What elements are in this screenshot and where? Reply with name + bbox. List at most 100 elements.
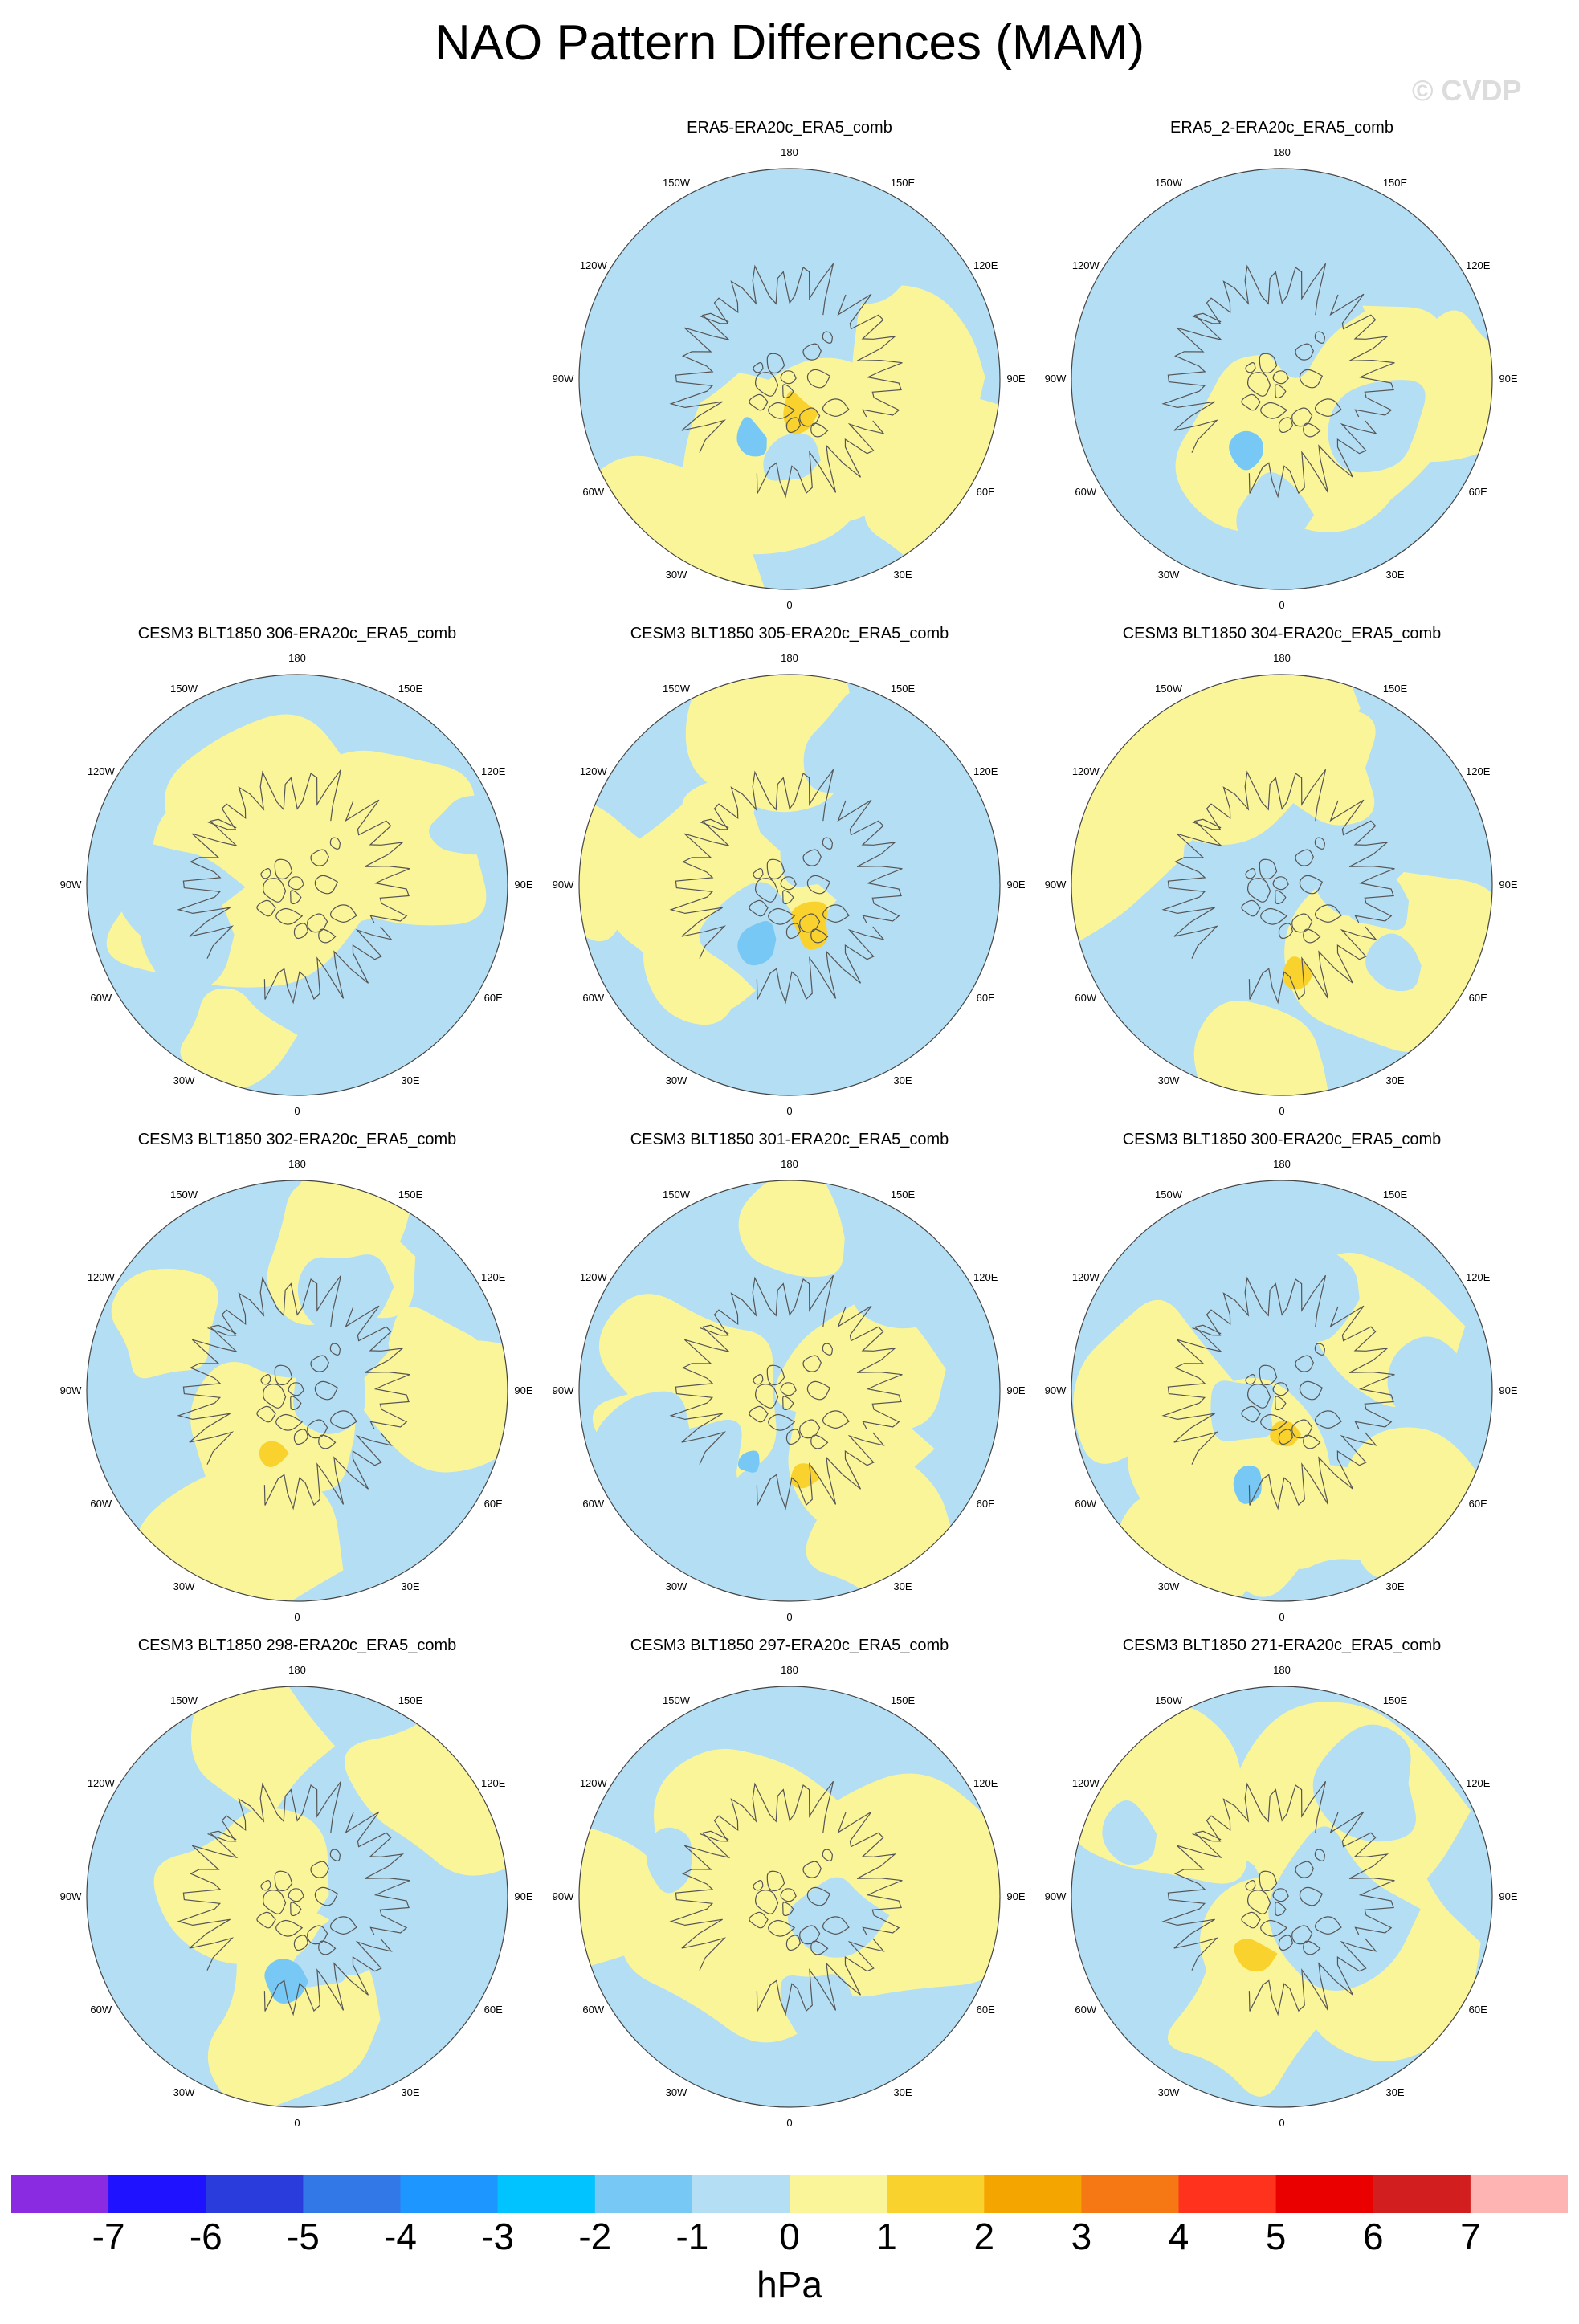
longitude-label: 120W	[580, 765, 608, 777]
colorbar-swatch	[400, 2175, 499, 2213]
field-shading	[1071, 1180, 1492, 1601]
longitude-label: 60E	[484, 1498, 503, 1510]
field-shading	[1071, 675, 1492, 1095]
colorbar-swatch	[692, 2175, 790, 2213]
negative-anomaly-region	[1268, 1826, 1421, 1992]
negative-anomaly-region	[429, 795, 495, 855]
longitude-label: 120W	[580, 259, 608, 271]
field-shading	[579, 675, 1000, 1095]
map-panel: CESM3 BLT1850 298-ERA20c_ERA5_comb 180 15…	[56, 1637, 538, 2143]
longitude-label: 90E	[1006, 1890, 1025, 1902]
cvdp-watermark: © CVDP	[1412, 74, 1522, 107]
colorbar-swatch	[108, 2175, 206, 2213]
positive-anomaly-region	[738, 1180, 845, 1278]
colorbar-tick-label: -5	[286, 2216, 320, 2257]
longitude-label: 60E	[484, 992, 503, 1004]
polar-map: 180 150E 120E 90E 60E 30E 0 30W 60W 90W 120W 150W	[60, 1664, 533, 2129]
longitude-label: 60W	[1075, 992, 1096, 1004]
longitude-label: 60W	[90, 1498, 112, 1510]
longitude-label: 30E	[893, 1074, 912, 1087]
strong-negative-core	[1229, 430, 1263, 471]
strong-positive-core	[790, 1463, 820, 1489]
colorbar-tick-label: 4	[1168, 2216, 1189, 2257]
strong-negative-core	[737, 921, 777, 966]
longitude-label: 60W	[582, 992, 604, 1004]
longitude-label: 30W	[1158, 1580, 1180, 1592]
longitude-label: 30W	[1158, 569, 1180, 581]
longitude-label: 120W	[1072, 259, 1100, 271]
longitude-label: 90W	[553, 1890, 574, 1902]
field-shading	[87, 1686, 508, 2107]
longitude-label: 150W	[663, 1189, 691, 1201]
colorbar-tick-label: -6	[189, 2216, 222, 2257]
longitude-label: 30W	[173, 1074, 195, 1087]
longitude-label: 180	[781, 146, 798, 158]
longitude-label: 90E	[1006, 879, 1025, 891]
longitude-label: 150E	[398, 1694, 423, 1706]
longitude-label: 30E	[1385, 1580, 1404, 1592]
positive-anomaly-region	[1167, 1942, 1331, 2097]
longitude-label: 90E	[1006, 1384, 1025, 1396]
longitude-label: 0	[786, 599, 792, 611]
field-shading	[87, 1180, 508, 1601]
coastlines	[669, 1780, 903, 2016]
map-panel: CESM3 BLT1850 304-ERA20c_ERA5_comb 180 15…	[1041, 625, 1523, 1131]
negative-anomaly-region	[1279, 1251, 1360, 1343]
positive-anomaly-region	[180, 988, 298, 1088]
longitude-label: 90W	[1045, 1384, 1067, 1396]
longitude-label: 30E	[401, 1580, 419, 1592]
longitude-label: 150W	[1155, 177, 1183, 189]
longitude-label: 120W	[580, 1777, 608, 1789]
longitude-label: 120W	[580, 1271, 608, 1283]
polar-map: 180 150E 120E 90E 60E 30E 0 30W 60W 90W 120W 150W	[553, 146, 1026, 611]
map-boundary	[86, 674, 508, 1096]
longitude-label: 120W	[88, 765, 116, 777]
positive-anomaly-region	[1193, 1001, 1331, 1095]
longitude-label: 120E	[1466, 1271, 1491, 1283]
longitude-label: 0	[294, 1611, 300, 1623]
longitude-label: 60E	[1469, 992, 1487, 1004]
longitude-label: 150E	[1383, 1694, 1408, 1706]
longitude-label: 180	[781, 1158, 798, 1170]
longitude-label: 60E	[1469, 486, 1487, 498]
longitude-label: 150E	[398, 1189, 423, 1201]
longitude-label: 60W	[90, 2004, 112, 2016]
longitude-label: 0	[786, 1105, 792, 1117]
positive-anomaly-region	[1194, 675, 1361, 782]
longitude-label: 30W	[1158, 1074, 1180, 1087]
negative-anomaly-region	[828, 190, 949, 304]
longitude-label: 60E	[977, 2004, 995, 2016]
longitude-label: 90E	[1499, 1384, 1517, 1396]
map-panel: CESM3 BLT1850 297-ERA20c_ERA5_comb 180 15…	[549, 1637, 1030, 2143]
longitude-label: 60W	[90, 992, 112, 1004]
longitude-label: 150W	[663, 177, 691, 189]
longitude-label: 150W	[170, 683, 198, 695]
longitude-label: 60E	[1469, 2004, 1487, 2016]
negative-anomaly-region	[1102, 1800, 1157, 1865]
longitude-label: 90E	[1499, 1890, 1517, 1902]
longitude-label: 90E	[1006, 373, 1025, 385]
coastlines	[1161, 769, 1395, 1005]
panel-title: ERA5-ERA20c_ERA5_comb	[687, 119, 892, 137]
panel-title: CESM3 BLT1850 305-ERA20c_ERA5_comb	[630, 625, 949, 642]
longitude-label: 90W	[1045, 879, 1067, 891]
longitude-label: 120E	[481, 1271, 506, 1283]
longitude-label: 60W	[582, 2004, 604, 2016]
polar-map: 180 150E 120E 90E 60E 30E 0 30W 60W 90W 120W 150W	[553, 1664, 1026, 2129]
coastlines	[177, 1780, 410, 2016]
longitude-label: 150W	[663, 1694, 691, 1706]
longitude-label: 150E	[891, 177, 916, 189]
longitude-label: 180	[1273, 146, 1291, 158]
field-shading	[579, 1686, 1000, 2107]
longitude-label: 60W	[1075, 1498, 1096, 1510]
strong-positive-core	[1234, 1939, 1278, 1972]
longitude-label: 90E	[514, 879, 532, 891]
polar-map: 180 150E 120E 90E 60E 30E 0 30W 60W 90W 120W 150W	[60, 652, 533, 1117]
longitude-label: 30E	[1385, 569, 1404, 581]
longitude-label: 60E	[977, 992, 995, 1004]
longitude-label: 30W	[666, 1580, 687, 1592]
coastlines	[1161, 263, 1395, 499]
longitude-label: 30E	[893, 569, 912, 581]
colorbar-tick-label: 6	[1363, 2216, 1384, 2257]
panel-title: CESM3 BLT1850 301-ERA20c_ERA5_comb	[630, 1131, 949, 1148]
